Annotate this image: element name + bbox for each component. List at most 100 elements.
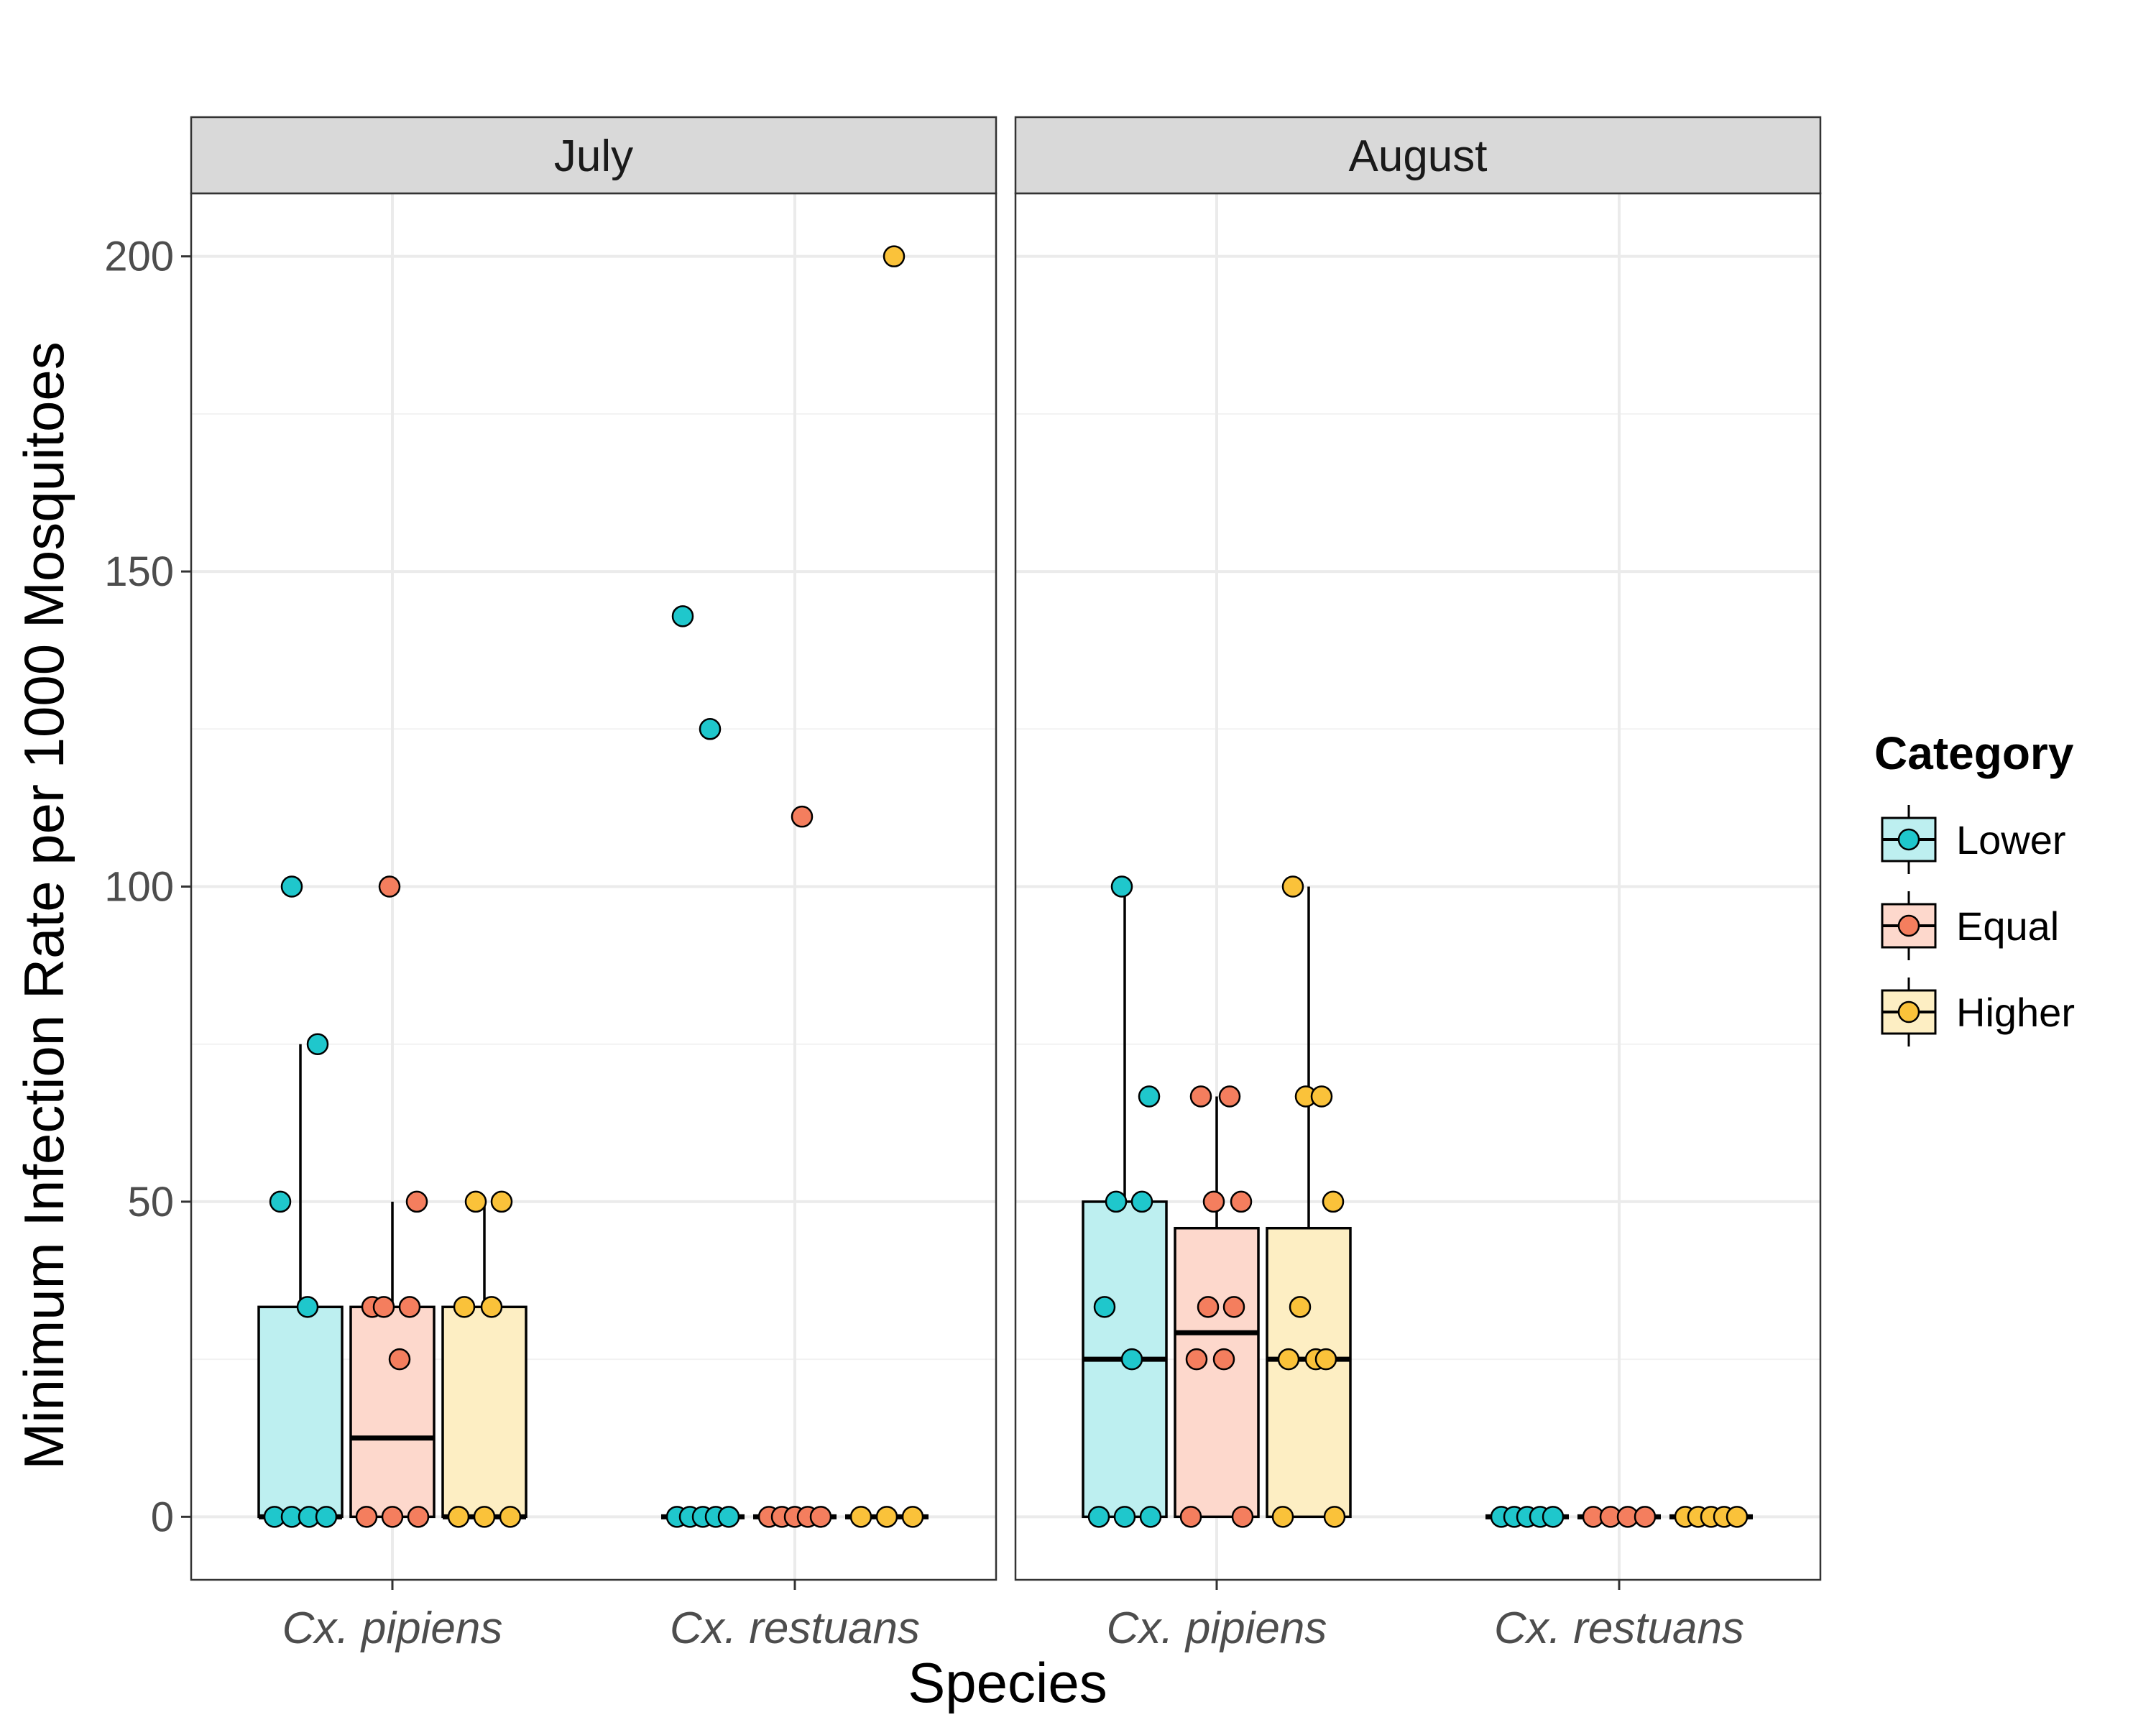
y-axis: 0 50 100 150 200 xyxy=(104,234,191,1540)
strip-label: July xyxy=(554,132,633,181)
data-point xyxy=(405,1190,428,1213)
x-tick-label: Cx. pipiens xyxy=(282,1604,503,1653)
x-axis-title: Species xyxy=(908,1651,1107,1714)
y-axis-title: Minimum Infection Rate per 1000 Mosquito… xyxy=(12,341,75,1469)
data-point xyxy=(1087,1506,1110,1528)
panel-august: August Cx. pipiens Cx. restuans xyxy=(1014,116,1822,1653)
box-cx-pipiens-higher xyxy=(1266,875,1352,1528)
box-rect xyxy=(1266,1226,1352,1519)
data-point xyxy=(490,1190,513,1213)
y-tick-label: 150 xyxy=(104,548,174,595)
y-tick-label: 200 xyxy=(104,234,174,280)
box-cx-restuans-equal xyxy=(753,805,837,1528)
data-point xyxy=(883,245,906,267)
data-point xyxy=(381,1506,404,1528)
data-point xyxy=(1113,1506,1136,1528)
data-point xyxy=(1218,1085,1241,1108)
data-point xyxy=(315,1506,338,1528)
data-point xyxy=(809,1506,832,1528)
data-point xyxy=(791,805,814,828)
data-point xyxy=(1310,1085,1333,1108)
data-point xyxy=(1179,1506,1202,1528)
data-point xyxy=(1271,1506,1294,1528)
box-cx-pipiens-lower xyxy=(1082,875,1168,1528)
data-point xyxy=(378,875,401,898)
data-point xyxy=(453,1296,476,1318)
data-point xyxy=(1105,1190,1128,1213)
y-tick-label: 100 xyxy=(104,864,174,911)
legend-label: Equal xyxy=(1956,903,2059,949)
legend-label: Lower xyxy=(1956,817,2066,862)
data-point xyxy=(1542,1506,1565,1528)
legend-entries: Lower Equal Higher xyxy=(1881,805,2075,1046)
data-point xyxy=(1277,1348,1300,1371)
data-point xyxy=(1185,1348,1208,1371)
data-point xyxy=(480,1296,503,1318)
legend-key-point xyxy=(1897,914,1920,937)
box-cx-restuans-higher xyxy=(845,245,929,1528)
data-point xyxy=(1212,1348,1235,1371)
data-point xyxy=(1138,1085,1161,1108)
data-point xyxy=(464,1190,487,1213)
data-point xyxy=(499,1506,522,1528)
panel-july: July Cx. pipiens Cx. restuans xyxy=(190,116,998,1653)
box-rect xyxy=(257,1305,344,1519)
data-point xyxy=(280,875,303,898)
panels: July Cx. pipiens Cx. restuans August Cx. pip… xyxy=(104,116,1822,1653)
data-point xyxy=(1202,1190,1225,1213)
data-point xyxy=(1322,1190,1345,1213)
data-point xyxy=(875,1506,898,1528)
y-tick-label: 50 xyxy=(127,1179,174,1225)
box-rect xyxy=(349,1305,436,1519)
box-cx-pipiens-higher xyxy=(441,1190,528,1528)
legend-item-equal: Equal xyxy=(1881,891,2059,960)
box-cx-restuans-lower xyxy=(1485,1506,1569,1528)
box-cx-pipiens-lower xyxy=(257,875,344,1528)
strip-august xyxy=(1014,116,1822,195)
data-point xyxy=(1323,1506,1346,1528)
data-point xyxy=(671,605,694,627)
legend-key-point xyxy=(1897,1000,1920,1024)
data-point xyxy=(1289,1296,1312,1318)
data-point xyxy=(1230,1190,1253,1213)
data-point xyxy=(1139,1506,1162,1528)
box-cx-restuans-lower xyxy=(661,605,745,1528)
legend-item-higher: Higher xyxy=(1881,978,2075,1046)
data-point xyxy=(447,1506,470,1528)
legend: Category Lower Equal Higher xyxy=(1874,727,2075,1046)
data-point xyxy=(372,1296,395,1318)
data-point xyxy=(1634,1506,1657,1528)
data-point xyxy=(407,1506,430,1528)
strip-label: August xyxy=(1348,132,1487,181)
box-rect xyxy=(1174,1226,1260,1519)
data-point xyxy=(1189,1085,1212,1108)
data-point xyxy=(355,1506,378,1528)
y-tick-label: 0 xyxy=(151,1494,174,1540)
legend-item-lower: Lower xyxy=(1881,805,2066,874)
x-tick-label: Cx. pipiens xyxy=(1107,1604,1327,1653)
box-rect xyxy=(441,1305,528,1519)
legend-key-point xyxy=(1897,828,1920,851)
data-point xyxy=(1110,875,1133,898)
data-point xyxy=(1197,1296,1220,1318)
data-point xyxy=(1222,1296,1245,1318)
box-cx-restuans-equal xyxy=(1577,1506,1661,1528)
x-tick-label: Cx. restuans xyxy=(670,1604,920,1653)
data-point xyxy=(398,1296,421,1318)
box-cx-restuans-higher xyxy=(1669,1506,1753,1528)
data-point xyxy=(699,718,722,740)
data-point xyxy=(1726,1506,1749,1528)
data-point xyxy=(849,1506,872,1528)
data-point xyxy=(269,1190,292,1213)
data-point xyxy=(717,1506,740,1528)
data-point xyxy=(901,1506,924,1528)
box-cx-pipiens-equal xyxy=(1174,1085,1260,1528)
box-cx-pipiens-equal xyxy=(349,875,436,1528)
data-point xyxy=(388,1348,411,1371)
data-point xyxy=(473,1506,496,1528)
legend-title: Category xyxy=(1874,727,2074,779)
legend-label: Higher xyxy=(1956,990,2075,1035)
data-point xyxy=(1093,1296,1116,1318)
data-point xyxy=(1314,1348,1337,1371)
